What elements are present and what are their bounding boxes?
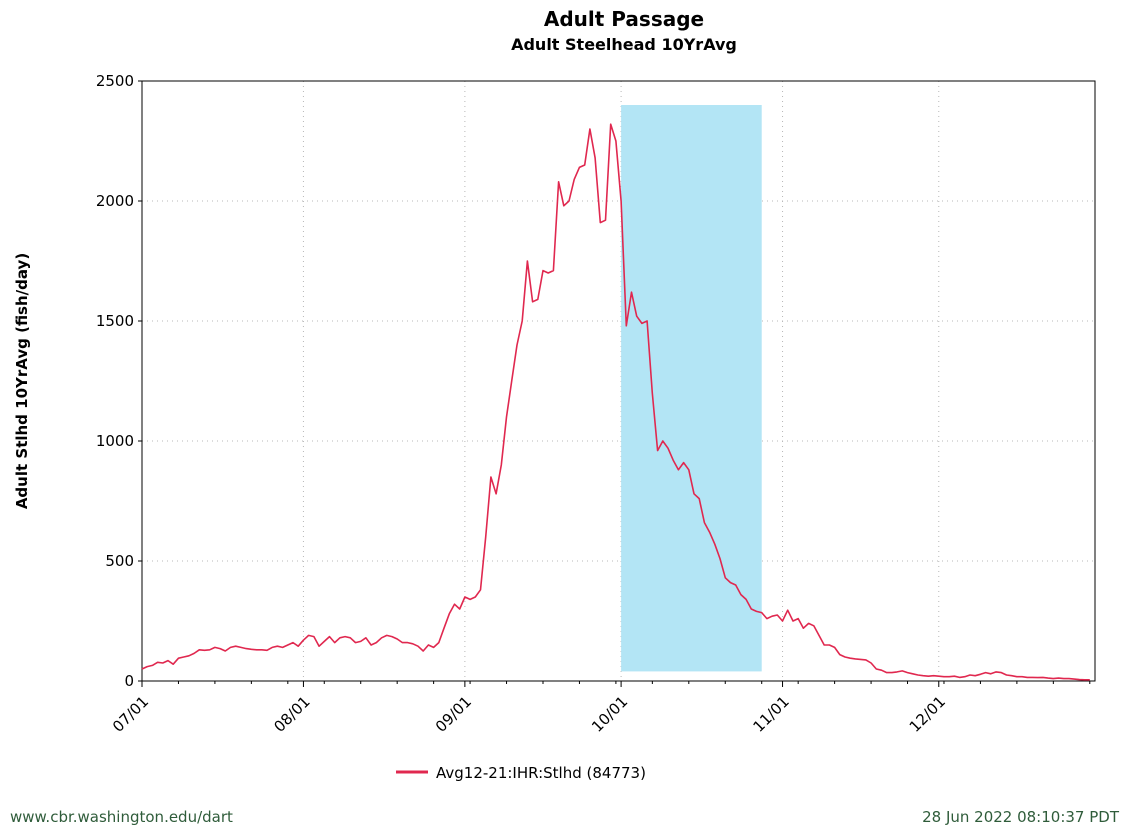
plot-area — [142, 81, 1095, 681]
y-tick-label: 500 — [105, 552, 134, 570]
x-tick-label: 12/01 — [906, 693, 949, 736]
x-tick-label: 07/01 — [109, 693, 152, 736]
legend-label: Avg12-21:IHR:Stlhd (84773) — [436, 764, 646, 782]
y-tick-label: 2000 — [96, 192, 134, 210]
y-tick-label: 1500 — [96, 312, 134, 330]
legend: Avg12-21:IHR:Stlhd (84773) — [396, 764, 646, 782]
footer-source-url: www.cbr.washington.edu/dart — [10, 808, 233, 826]
chart-title: Adult Passage — [544, 7, 704, 31]
chart-subtitle: Adult Steelhead 10YrAvg — [511, 35, 737, 54]
series-line — [141, 123, 1090, 681]
highlight-band — [621, 105, 762, 672]
x-tick-label: 10/01 — [588, 693, 631, 736]
x-tick-label: 08/01 — [270, 693, 313, 736]
x-tick-label: 09/01 — [432, 693, 475, 736]
x-tick-label: 11/01 — [749, 693, 792, 736]
y-tick-label: 0 — [124, 672, 134, 690]
y-axis-label: Adult Stlhd 10YrAvg (fish/day) — [13, 253, 31, 509]
footer-timestamp: 28 Jun 2022 08:10:37 PDT — [922, 808, 1119, 826]
y-tick-label: 2500 — [96, 72, 134, 90]
plot-frame — [141, 80, 1096, 682]
y-tick-label: 1000 — [96, 432, 134, 450]
